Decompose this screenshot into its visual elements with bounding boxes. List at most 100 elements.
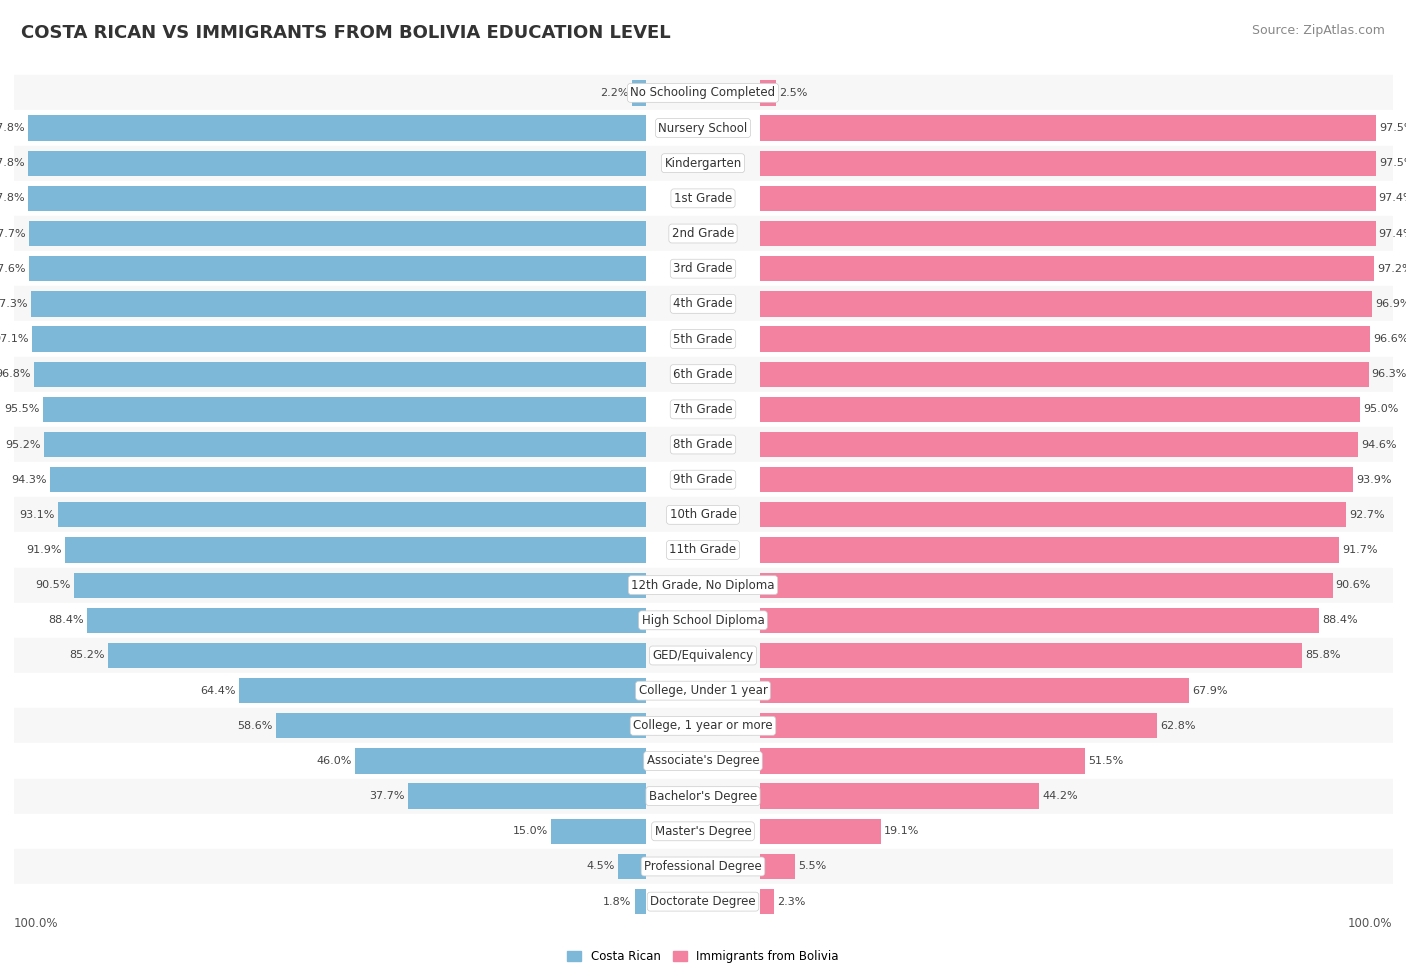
Text: 3rd Grade: 3rd Grade xyxy=(673,262,733,275)
Bar xyxy=(759,607,1319,633)
Bar xyxy=(759,221,1375,246)
Bar xyxy=(51,467,647,492)
Bar xyxy=(759,80,776,105)
Bar xyxy=(32,327,647,352)
Text: 97.5%: 97.5% xyxy=(1379,123,1406,133)
Text: 97.1%: 97.1% xyxy=(0,334,30,344)
Text: 85.2%: 85.2% xyxy=(69,650,104,660)
Text: 97.2%: 97.2% xyxy=(1378,263,1406,274)
Bar xyxy=(759,502,1346,527)
Text: 12th Grade, No Diploma: 12th Grade, No Diploma xyxy=(631,578,775,592)
Text: College, 1 year or more: College, 1 year or more xyxy=(633,720,773,732)
Text: 37.7%: 37.7% xyxy=(370,791,405,801)
Bar xyxy=(759,256,1374,282)
Bar xyxy=(759,889,775,915)
Bar xyxy=(759,854,794,879)
Bar xyxy=(34,362,647,387)
Text: 97.8%: 97.8% xyxy=(0,193,25,204)
Text: 90.6%: 90.6% xyxy=(1336,580,1371,590)
Text: Master's Degree: Master's Degree xyxy=(655,825,751,838)
Text: No Schooling Completed: No Schooling Completed xyxy=(630,87,776,99)
Bar xyxy=(759,643,1302,668)
Bar xyxy=(759,115,1376,140)
Text: 11th Grade: 11th Grade xyxy=(669,543,737,557)
Text: 93.9%: 93.9% xyxy=(1357,475,1392,485)
Bar xyxy=(239,678,647,703)
Text: Source: ZipAtlas.com: Source: ZipAtlas.com xyxy=(1251,24,1385,37)
Text: 9th Grade: 9th Grade xyxy=(673,473,733,487)
Bar xyxy=(759,784,1039,809)
Bar xyxy=(58,502,647,527)
Text: 10th Grade: 10th Grade xyxy=(669,508,737,522)
Bar xyxy=(28,221,647,246)
Bar xyxy=(551,819,647,844)
Text: 67.9%: 67.9% xyxy=(1192,685,1227,695)
Text: 97.5%: 97.5% xyxy=(1379,158,1406,169)
Text: 94.3%: 94.3% xyxy=(11,475,46,485)
Text: 4th Grade: 4th Grade xyxy=(673,297,733,310)
Bar xyxy=(28,150,647,176)
Bar xyxy=(276,713,647,738)
Text: COSTA RICAN VS IMMIGRANTS FROM BOLIVIA EDUCATION LEVEL: COSTA RICAN VS IMMIGRANTS FROM BOLIVIA E… xyxy=(21,24,671,42)
Bar xyxy=(42,397,647,422)
Text: 95.5%: 95.5% xyxy=(4,405,39,414)
Text: Professional Degree: Professional Degree xyxy=(644,860,762,873)
Text: 5th Grade: 5th Grade xyxy=(673,332,733,345)
Text: 95.2%: 95.2% xyxy=(6,440,41,449)
Bar xyxy=(28,185,647,211)
Text: 96.3%: 96.3% xyxy=(1372,370,1406,379)
Text: 97.3%: 97.3% xyxy=(0,299,28,309)
Text: 2.5%: 2.5% xyxy=(779,88,807,98)
Text: 97.4%: 97.4% xyxy=(1379,193,1406,204)
Bar xyxy=(617,854,647,879)
Bar xyxy=(759,819,880,844)
Bar xyxy=(759,432,1358,457)
Text: 97.7%: 97.7% xyxy=(0,228,25,239)
Text: 58.6%: 58.6% xyxy=(238,721,273,731)
Bar xyxy=(28,115,647,140)
Text: 100.0%: 100.0% xyxy=(1347,916,1392,930)
Text: 97.4%: 97.4% xyxy=(1379,228,1406,239)
Text: Doctorate Degree: Doctorate Degree xyxy=(650,895,756,908)
Bar xyxy=(759,713,1157,738)
Text: 5.5%: 5.5% xyxy=(797,862,827,872)
Text: 91.9%: 91.9% xyxy=(27,545,62,555)
Text: 51.5%: 51.5% xyxy=(1088,756,1123,766)
Text: Associate's Degree: Associate's Degree xyxy=(647,755,759,767)
Text: 88.4%: 88.4% xyxy=(1322,615,1357,625)
Bar xyxy=(31,292,647,317)
Text: 88.4%: 88.4% xyxy=(49,615,84,625)
Text: 96.6%: 96.6% xyxy=(1374,334,1406,344)
Text: Bachelor's Degree: Bachelor's Degree xyxy=(650,790,756,802)
Text: 97.8%: 97.8% xyxy=(0,158,25,169)
Text: 94.6%: 94.6% xyxy=(1361,440,1396,449)
Text: 1st Grade: 1st Grade xyxy=(673,192,733,205)
Text: 44.2%: 44.2% xyxy=(1042,791,1078,801)
Text: 2.3%: 2.3% xyxy=(778,897,806,907)
Text: 100.0%: 100.0% xyxy=(14,916,59,930)
Bar xyxy=(356,749,647,773)
Text: 96.9%: 96.9% xyxy=(1375,299,1406,309)
Text: 64.4%: 64.4% xyxy=(201,685,236,695)
Bar xyxy=(759,467,1354,492)
Text: 2.2%: 2.2% xyxy=(600,88,628,98)
Legend: Costa Rican, Immigrants from Bolivia: Costa Rican, Immigrants from Bolivia xyxy=(562,945,844,967)
Text: High School Diploma: High School Diploma xyxy=(641,614,765,627)
Text: 90.5%: 90.5% xyxy=(35,580,70,590)
Text: 97.8%: 97.8% xyxy=(0,123,25,133)
Text: 6th Grade: 6th Grade xyxy=(673,368,733,380)
Text: Kindergarten: Kindergarten xyxy=(665,157,741,170)
Text: 85.8%: 85.8% xyxy=(1305,650,1341,660)
Text: 93.1%: 93.1% xyxy=(20,510,55,520)
Text: 62.8%: 62.8% xyxy=(1160,721,1195,731)
Bar xyxy=(759,397,1361,422)
Bar xyxy=(45,432,647,457)
Bar xyxy=(759,185,1375,211)
Text: 95.0%: 95.0% xyxy=(1364,405,1399,414)
Bar xyxy=(87,607,647,633)
Text: 46.0%: 46.0% xyxy=(316,756,353,766)
Text: 96.8%: 96.8% xyxy=(0,370,31,379)
Bar xyxy=(759,537,1340,563)
Bar xyxy=(65,537,647,563)
Bar xyxy=(634,889,647,915)
